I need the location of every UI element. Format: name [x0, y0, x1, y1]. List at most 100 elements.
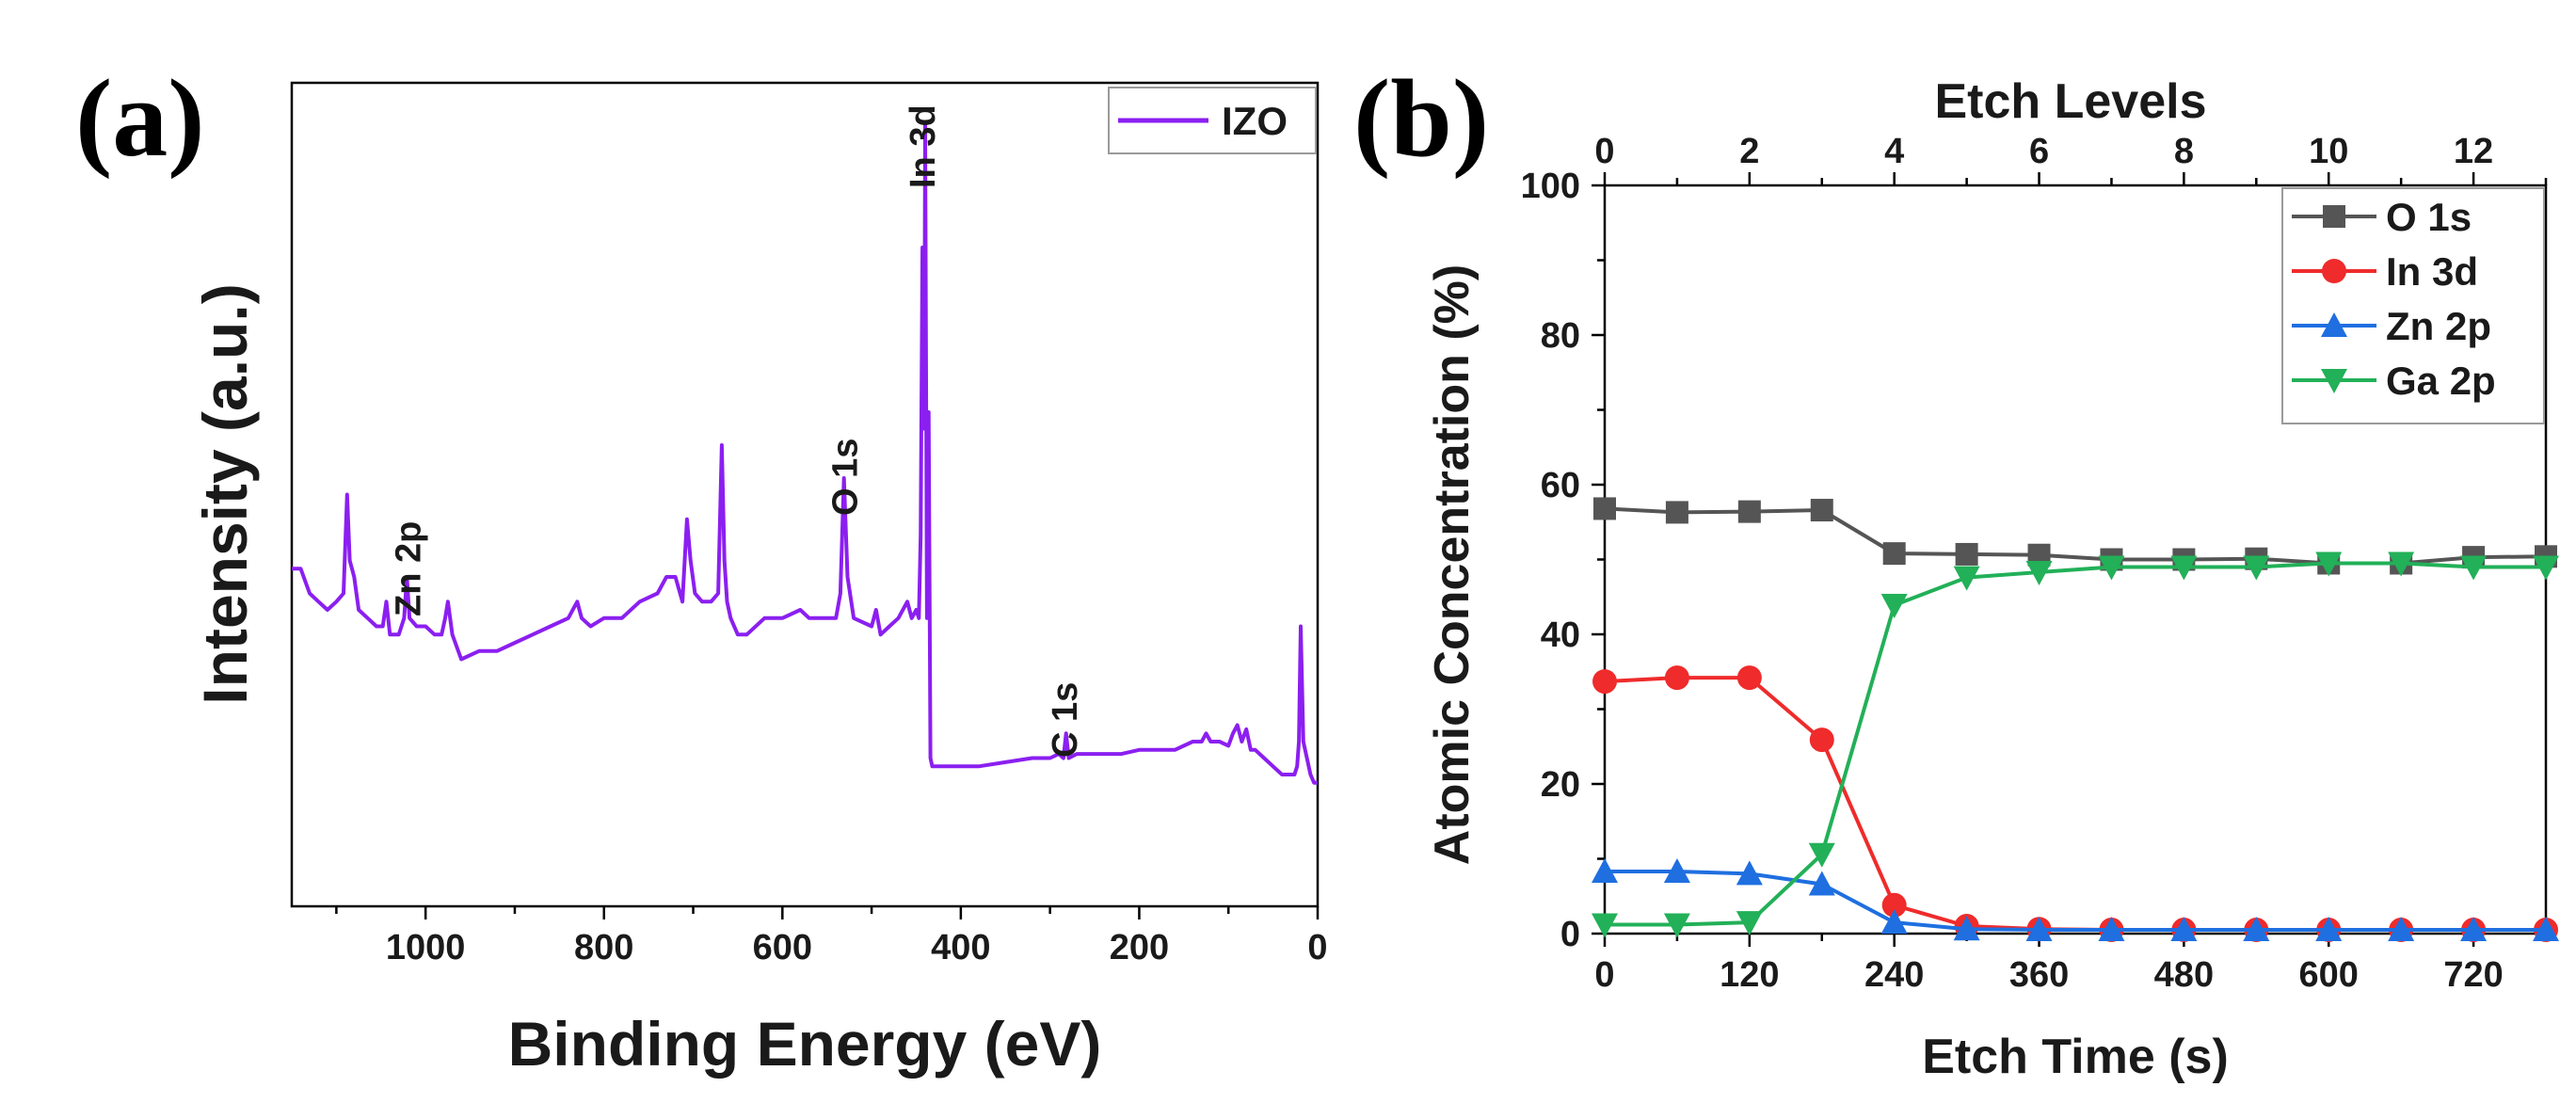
top-x-tick-label: 6 — [2029, 132, 2049, 171]
legend-label: In 3d — [2386, 249, 2478, 294]
panel-b-y-ticks: 0 20 40 60 80 100 — [1521, 167, 1605, 954]
legend-item-zn-2p: Zn 2p — [2292, 304, 2491, 348]
legend-label: Zn 2p — [2386, 304, 2491, 348]
y-tick-label: 20 — [1541, 765, 1580, 805]
y-tick-label: 0 — [1560, 915, 1580, 954]
panel-b-x-ticks: 0 120 240 360 480 600 720 — [1594, 934, 2548, 995]
legend-swatch-marker — [2323, 205, 2345, 228]
x-tick-label: 720 — [2443, 955, 2503, 995]
panel-b-top-x-ticks: 0 2 4 6 8 10 12 — [1594, 132, 2548, 185]
panel-b-x-axis-title: Etch Time (s) — [1922, 1030, 2229, 1084]
panel-b-depth-profile: (b) 0 20 40 60 80 100 0 120 240 360 480 600 720 0 2 4… — [1353, 56, 2559, 1084]
data-point-ga-2p — [2170, 555, 2198, 581]
x-tick-label: 800 — [574, 928, 633, 967]
data-point-ga-2p — [1880, 593, 1908, 618]
data-point-ga-2p — [1663, 913, 1690, 938]
series-line-in-3d — [1604, 676, 2546, 932]
top-x-tick-label: 4 — [1884, 132, 1904, 171]
series-zn-2p — [1592, 858, 2559, 942]
data-point-in-3d — [1881, 892, 1907, 918]
panel-a-series — [292, 121, 1318, 785]
data-point-ga-2p — [1592, 913, 1618, 938]
x-tick-label: 1000 — [386, 928, 466, 967]
series-ga-2p — [1592, 552, 2559, 938]
data-point-zn-2p — [1736, 860, 1763, 886]
data-point-zn-2p — [2315, 917, 2343, 942]
data-point-zn-2p — [2388, 917, 2415, 942]
x-tick-label: 600 — [753, 928, 812, 967]
panel-b-y-axis-title: Atomic Concentration (%) — [1425, 264, 1480, 865]
x-tick-label: 0 — [1594, 955, 1614, 995]
data-point-in-3d — [1592, 669, 1617, 695]
panel-a-peak-labels: Zn 2p O 1s In 3d C 1s — [389, 104, 1085, 758]
data-point-o-1s — [1593, 497, 1616, 520]
top-x-tick-label: 2 — [1739, 132, 1759, 171]
data-point-ga-2p — [2533, 555, 2559, 581]
panel-b-label: (b) — [1353, 56, 1489, 180]
y-tick-label: 40 — [1541, 615, 1580, 655]
x-tick-label: 360 — [2009, 955, 2069, 995]
peak-label-in-3d: In 3d — [904, 104, 943, 188]
x-tick-label: 600 — [2299, 955, 2359, 995]
data-point-in-3d — [1736, 665, 1762, 691]
series-line-zn-2p — [1605, 870, 2546, 932]
peak-label-o-1s: O 1s — [826, 439, 866, 516]
data-point-zn-2p — [2098, 917, 2125, 942]
peak-label-zn-2p: Zn 2p — [389, 521, 428, 616]
series-line-izo — [292, 121, 1318, 785]
panel-a-label: (a) — [75, 56, 205, 180]
data-point-zn-2p — [2170, 917, 2198, 942]
data-point-o-1s — [1737, 500, 1761, 523]
data-point-ga-2p — [2243, 555, 2270, 581]
x-tick-label: 120 — [1720, 955, 1779, 995]
panel-b-legend: O 1s In 3d Zn 2p Ga 2p — [2281, 187, 2545, 424]
legend-swatch-marker — [2321, 369, 2347, 393]
data-point-ga-2p — [2460, 555, 2488, 581]
data-point-zn-2p — [2533, 917, 2559, 942]
legend-swatch-marker — [2322, 259, 2346, 283]
peak-label-c-1s: C 1s — [1046, 682, 1085, 758]
data-point-in-3d — [1664, 665, 1689, 691]
top-x-tick-label: 8 — [2174, 132, 2194, 171]
panel-b-series — [1592, 497, 2559, 943]
data-point-o-1s — [1882, 542, 1906, 566]
panel-a-x-ticks: 1000 800 600 400 200 0 — [335, 906, 1328, 967]
data-point-ga-2p — [2315, 552, 2343, 577]
panel-b-top-x-axis-title: Etch Levels — [1934, 74, 2206, 129]
data-point-ga-2p — [2388, 552, 2415, 577]
data-point-zn-2p — [1953, 916, 1980, 941]
data-point-zn-2p — [1808, 871, 1835, 896]
data-point-ga-2p — [2098, 555, 2125, 581]
y-tick-label: 60 — [1541, 466, 1580, 505]
legend-item-o-1s: O 1s — [2292, 195, 2472, 239]
legend-item-ga-2p: Ga 2p — [2292, 359, 2496, 403]
data-point-in-3d — [1809, 727, 1834, 753]
panel-a-plot-frame — [290, 81, 1320, 908]
data-point-zn-2p — [2460, 917, 2488, 942]
data-point-ga-2p — [1736, 911, 1763, 936]
x-tick-label: 200 — [1110, 928, 1169, 967]
x-tick-label: 400 — [931, 928, 990, 967]
data-point-ga-2p — [1808, 842, 1835, 868]
panel-a-x-axis-title: Binding Energy (eV) — [508, 1009, 1102, 1079]
data-point-zn-2p — [2243, 917, 2270, 942]
data-point-zn-2p — [1880, 909, 1908, 935]
data-point-ga-2p — [1953, 566, 1980, 591]
data-point-o-1s — [1955, 542, 1978, 566]
series-line-ga-2p — [1605, 561, 2546, 927]
panel-a-legend: IZO — [1108, 87, 1317, 154]
legend-label: Ga 2p — [2386, 359, 2496, 403]
legend-label: O 1s — [2386, 195, 2472, 239]
legend-item-in-3d: In 3d — [2292, 249, 2478, 294]
data-point-ga-2p — [2025, 561, 2053, 586]
panel-a-y-axis-title: Intensity (a.u.) — [190, 283, 260, 704]
x-tick-label: 0 — [1307, 928, 1327, 967]
y-tick-label: 80 — [1541, 316, 1580, 356]
top-x-tick-label: 10 — [2309, 132, 2348, 171]
y-tick-label: 100 — [1521, 167, 1580, 206]
legend-swatch-marker — [2321, 312, 2347, 337]
panel-a-survey-spectrum: (a) 1000 800 600 400 200 0 Zn 2p O 1s In 3d C 1s… — [75, 56, 1328, 1079]
legend-label-izo: IZO — [1222, 99, 1288, 143]
top-x-tick-label: 12 — [2454, 132, 2493, 171]
